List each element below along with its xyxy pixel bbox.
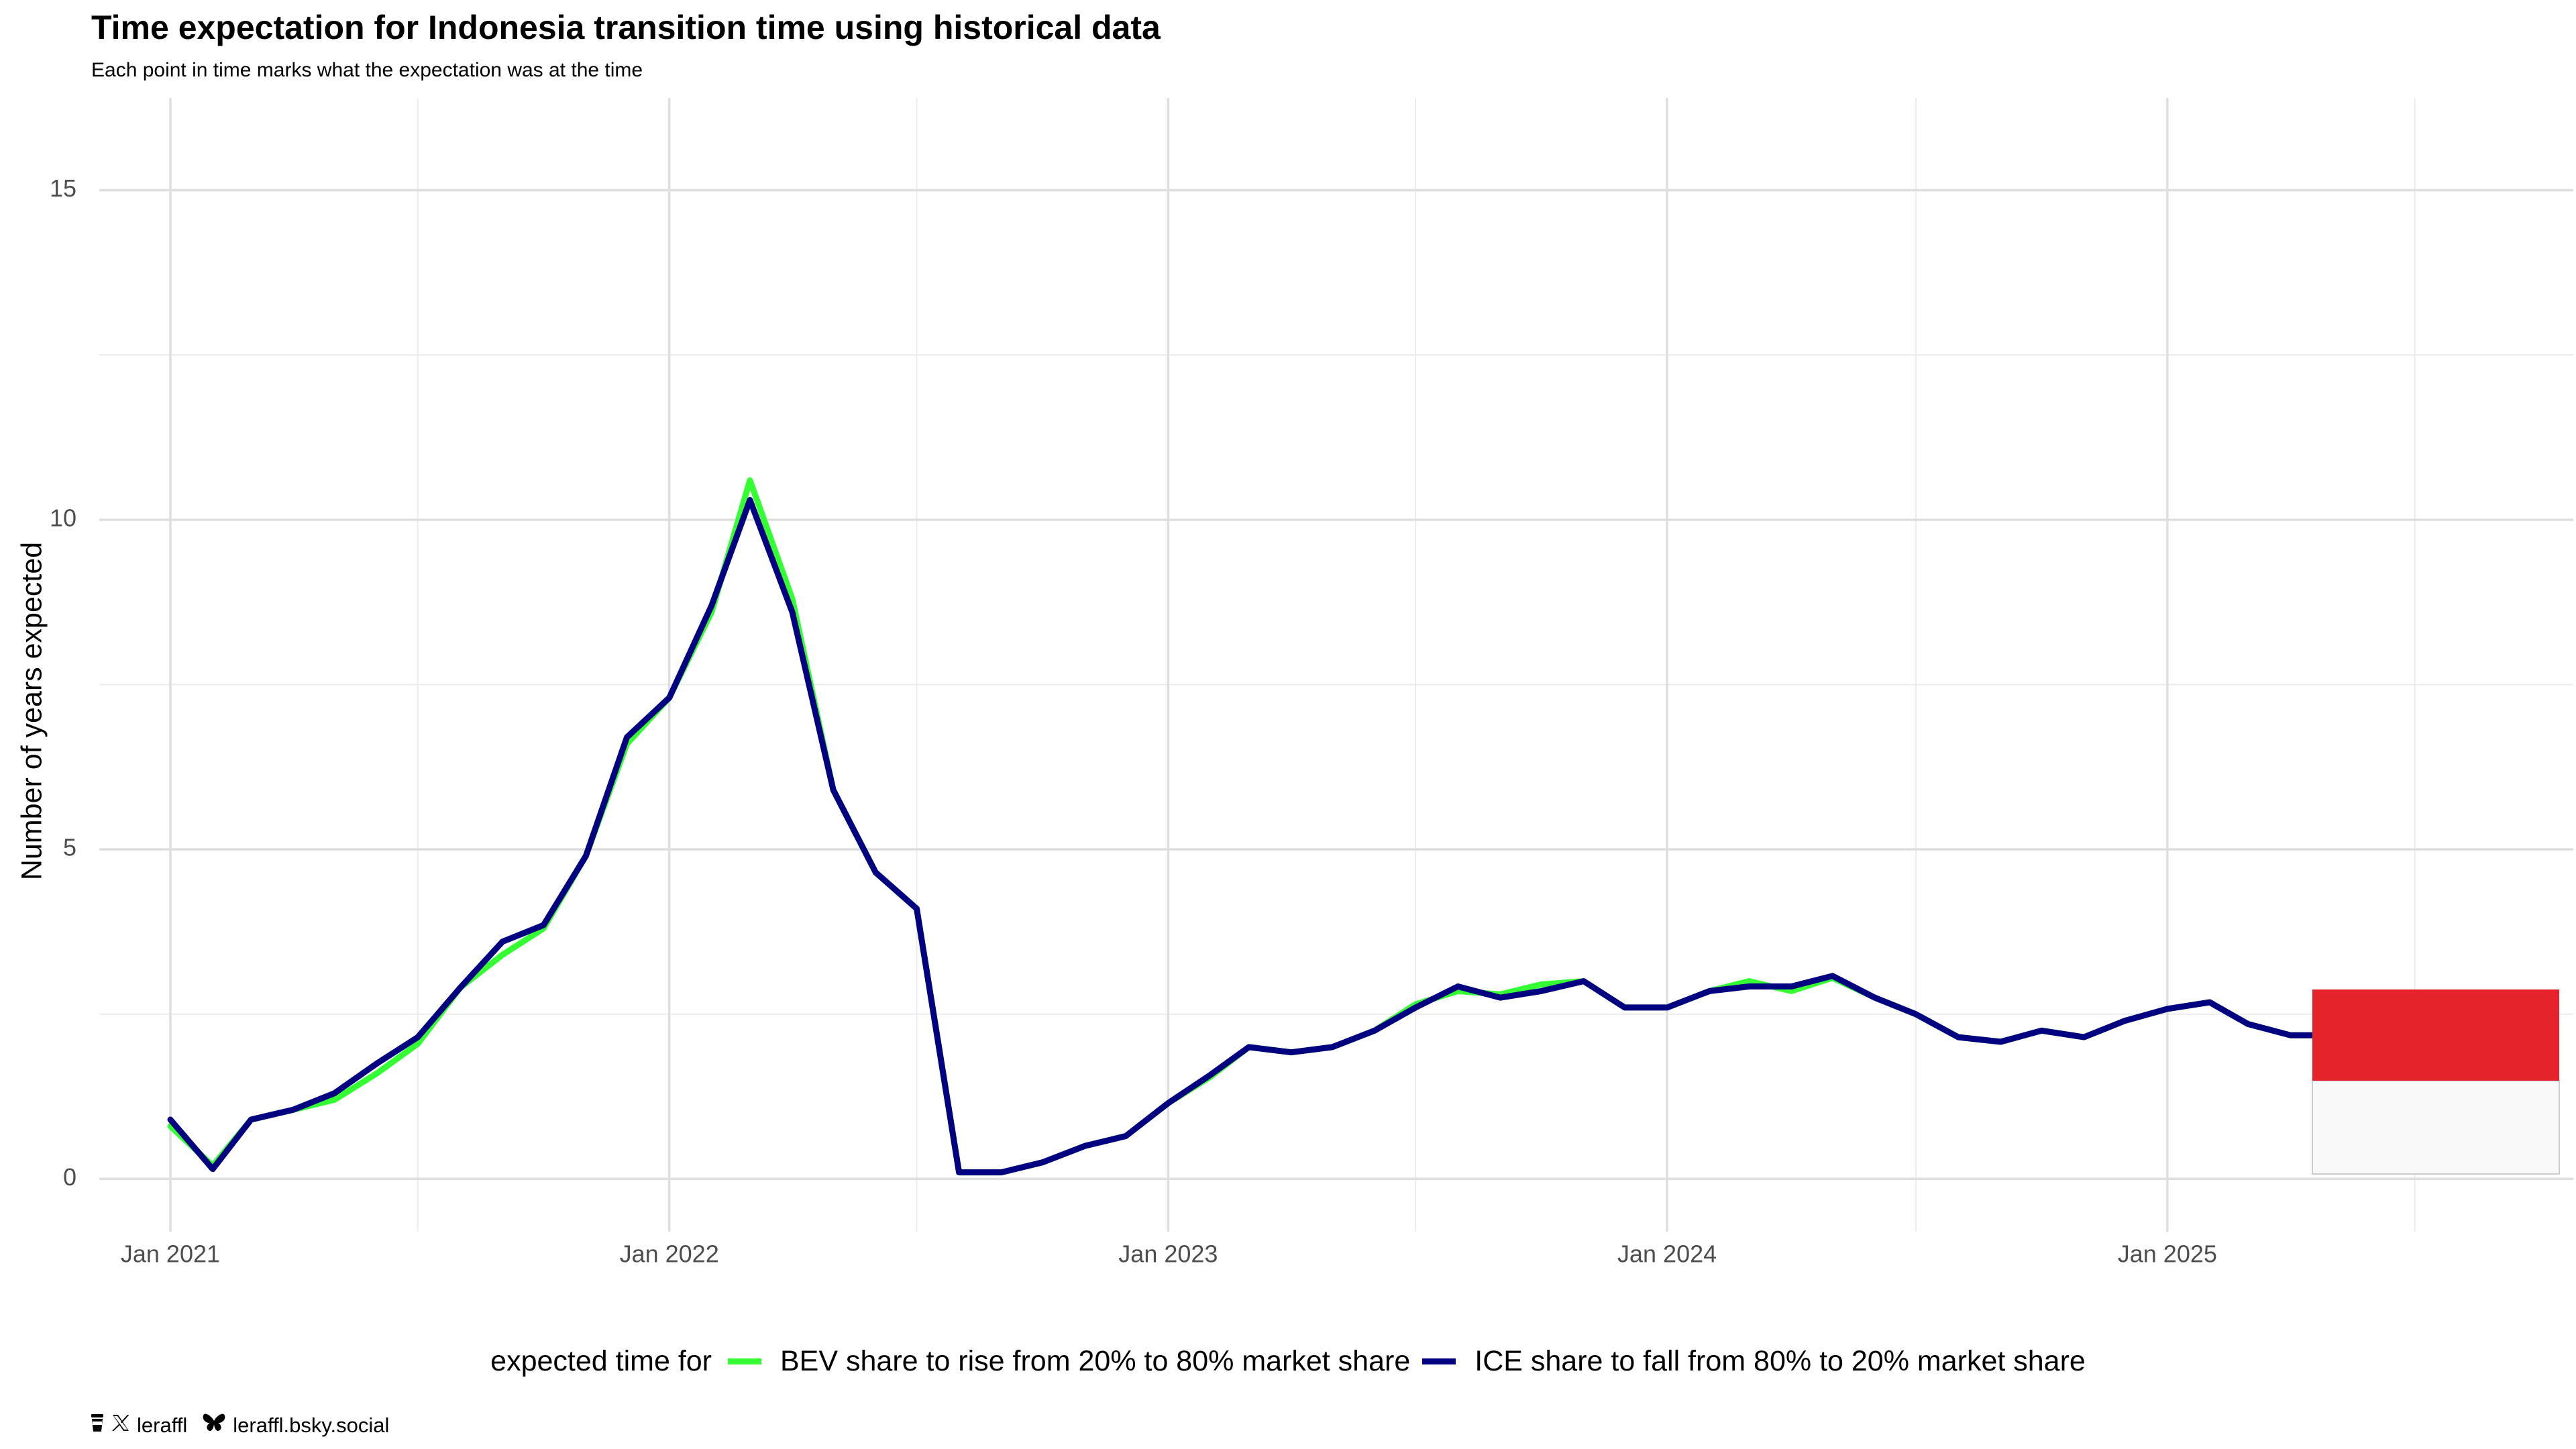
x-tick-label: Jan 2021 — [121, 1240, 220, 1268]
flag-top-red — [2312, 989, 2559, 1081]
x-tick-label: Jan 2023 — [1118, 1240, 1218, 1268]
legend-item-bev: BEV share to rise from 20% to 80% market… — [728, 1345, 1410, 1378]
series-line-bev — [167, 477, 2377, 1176]
legend-title: expected time for — [490, 1345, 712, 1377]
series-line-ice — [167, 496, 2377, 1176]
legend: expected time for BEV share to rise from… — [0, 1345, 2576, 1378]
x-logo-icon — [111, 1413, 130, 1438]
axis-layer: 0 5 10 15 Jan 2021 Jan 2022 Jan 2023 Jan 2024 Ja… — [50, 174, 2217, 1267]
coffee-cup-icon — [90, 1413, 105, 1438]
y-tick-label: 10 — [50, 504, 76, 531]
x-tick-label: Jan 2022 — [620, 1240, 719, 1268]
footer-credits: leraffl leraffl.bsky.social — [90, 1413, 404, 1438]
y-tick-label: 0 — [63, 1163, 76, 1191]
legend-key-ice — [1422, 1358, 1456, 1364]
indonesia-flag-icon — [2312, 989, 2560, 1175]
legend-label-bev: BEV share to rise from 20% to 80% market… — [780, 1345, 1411, 1377]
legend-key-bev — [728, 1358, 761, 1364]
butterfly-icon — [202, 1413, 226, 1438]
legend-item-ice: ICE share to fall from 80% to 20% market… — [1410, 1345, 2086, 1378]
chart-subtitle: Each point in time marks what the expect… — [91, 59, 643, 81]
x-tick-label: Jan 2024 — [1617, 1240, 1717, 1268]
y-tick-label: 15 — [50, 174, 76, 202]
x-tick-label: Jan 2025 — [2118, 1240, 2217, 1268]
series-layer — [167, 477, 2377, 1176]
y-tick-label: 5 — [63, 834, 76, 861]
bluesky-handle: leraffl.bsky.social — [233, 1413, 390, 1437]
flag-bottom-white — [2312, 1080, 2560, 1175]
chart-title: Time expectation for Indonesia transitio… — [91, 9, 1161, 46]
y-axis-label: Number of years expected — [15, 542, 48, 880]
twitter-handle: leraffl — [137, 1413, 188, 1437]
legend-label-ice: ICE share to fall from 80% to 20% market… — [1474, 1345, 2086, 1377]
grid-layer — [99, 98, 2573, 1232]
